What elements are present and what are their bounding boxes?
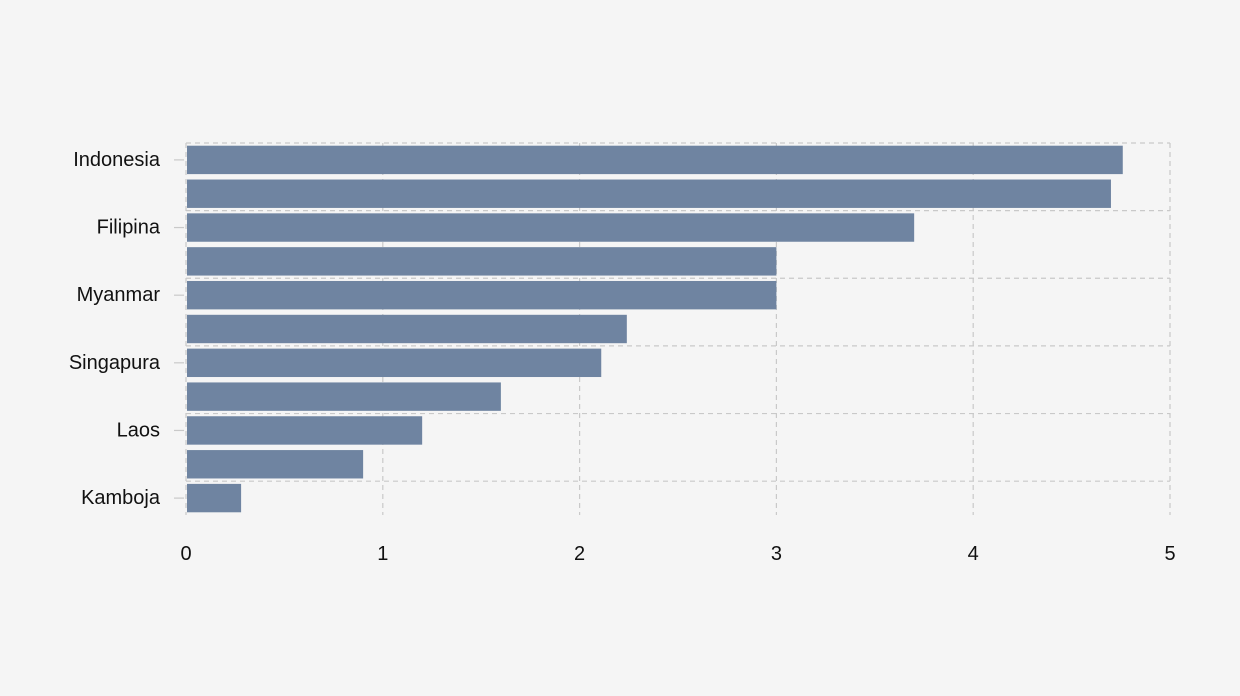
x-tick-label-2: 2 <box>574 543 585 565</box>
bar-row-10 <box>187 450 364 479</box>
bar-myanmar <box>187 280 777 310</box>
bar-row-4 <box>187 247 777 276</box>
bar-singapura <box>187 348 602 378</box>
grid-lines <box>185 142 1171 515</box>
x-tick-label-4: 4 <box>968 543 979 565</box>
y-tick-label-kamboja: Kamboja <box>81 487 161 509</box>
bar-row-2 <box>187 179 1111 208</box>
bar-laos <box>187 416 423 445</box>
x-axis-labels: 0 1 2 3 4 5 <box>180 543 1175 565</box>
y-axis-labels: Indonesia Filipina Myanmar Singapura Laos Kam… <box>69 149 184 509</box>
bar-row-6 <box>187 314 627 344</box>
bars <box>187 145 1123 513</box>
y-tick-label-filipina: Filipina <box>97 217 161 239</box>
x-tick-label-3: 3 <box>771 543 782 565</box>
x-tick-label-0: 0 <box>180 543 191 565</box>
bar-indonesia <box>187 145 1123 175</box>
y-tick-label-singapura: Singapura <box>69 352 161 374</box>
y-tick-label-laos: Laos <box>117 419 160 441</box>
y-tick-label-myanmar: Myanmar <box>77 284 161 306</box>
bar-kamboja <box>187 483 242 513</box>
bar-row-8 <box>187 382 501 411</box>
x-tick-label-1: 1 <box>377 543 388 565</box>
bar-filipina <box>187 213 915 242</box>
x-tick-label-5: 5 <box>1164 543 1175 565</box>
y-tick-label-indonesia: Indonesia <box>73 149 161 171</box>
